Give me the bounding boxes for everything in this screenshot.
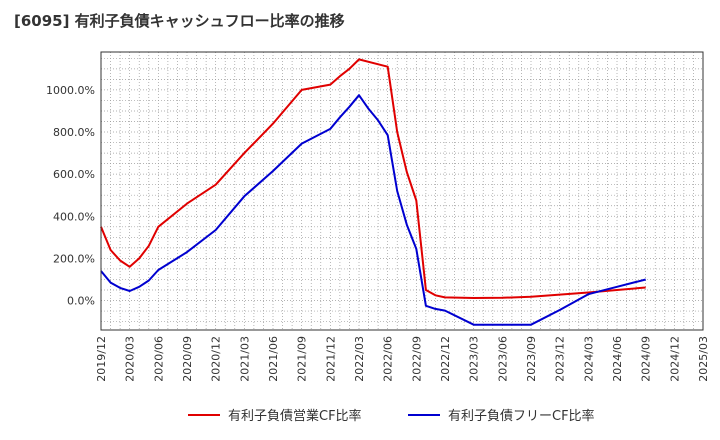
legend: 有利子負債営業CF比率 有利子負債フリーCF比率 bbox=[188, 408, 595, 424]
x-tick-label: 2023/03 bbox=[468, 336, 481, 382]
x-tick-label: 2023/12 bbox=[554, 336, 567, 382]
x-tick-label: 2025/03 bbox=[697, 336, 710, 382]
y-tick-label: 800.0% bbox=[53, 126, 95, 139]
x-tick-label: 2021/09 bbox=[296, 336, 309, 382]
series-line-1 bbox=[100, 58, 646, 299]
x-tick-label: 2024/03 bbox=[582, 336, 595, 382]
x-tick-label: 2020/06 bbox=[152, 336, 165, 382]
legend-label-2: 有利子負債フリーCF比率 bbox=[448, 408, 595, 424]
x-tick-label: 2022/12 bbox=[439, 336, 452, 382]
x-tick-label: 2024/06 bbox=[611, 336, 624, 382]
x-tick-label: 2020/12 bbox=[210, 336, 223, 382]
x-tick-label: 2019/12 bbox=[95, 336, 108, 382]
x-axis: 2019/12 2020/03 2020/06 2020/09 2020/12 2021/… bbox=[95, 336, 710, 382]
x-tick-label: 2021/06 bbox=[267, 336, 280, 382]
x-tick-label: 2022/06 bbox=[382, 336, 395, 382]
x-tick-label: 2022/03 bbox=[353, 336, 366, 382]
series-lines bbox=[100, 58, 646, 326]
x-tick-label: 2021/03 bbox=[238, 336, 251, 382]
legend-label-1: 有利子負債営業CF比率 bbox=[228, 408, 362, 424]
x-tick-label: 2024/09 bbox=[640, 336, 653, 382]
x-tick-label: 2024/12 bbox=[668, 336, 681, 382]
y-tick-label: 400.0% bbox=[53, 210, 95, 223]
x-tick-label: 2020/09 bbox=[181, 336, 194, 382]
y-tick-label: 0.0% bbox=[67, 295, 95, 308]
y-axis: 0.0% 200.0% 400.0% 600.0% 800.0% 1000.0% bbox=[46, 84, 95, 308]
chart-title: [6095] 有利子負債キャッシュフロー比率の推移 bbox=[14, 12, 345, 30]
x-tick-label: 2020/03 bbox=[124, 336, 137, 382]
series-line-2 bbox=[100, 94, 646, 326]
x-tick-label: 2022/09 bbox=[410, 336, 423, 382]
plot-frame bbox=[100, 51, 704, 331]
x-tick-label: 2023/06 bbox=[496, 336, 509, 382]
y-tick-label: 600.0% bbox=[53, 168, 95, 181]
y-tick-label: 1000.0% bbox=[46, 84, 95, 97]
x-tick-label: 2021/12 bbox=[324, 336, 337, 382]
y-tick-label: 200.0% bbox=[53, 252, 95, 265]
x-tick-label: 2023/09 bbox=[525, 336, 538, 382]
